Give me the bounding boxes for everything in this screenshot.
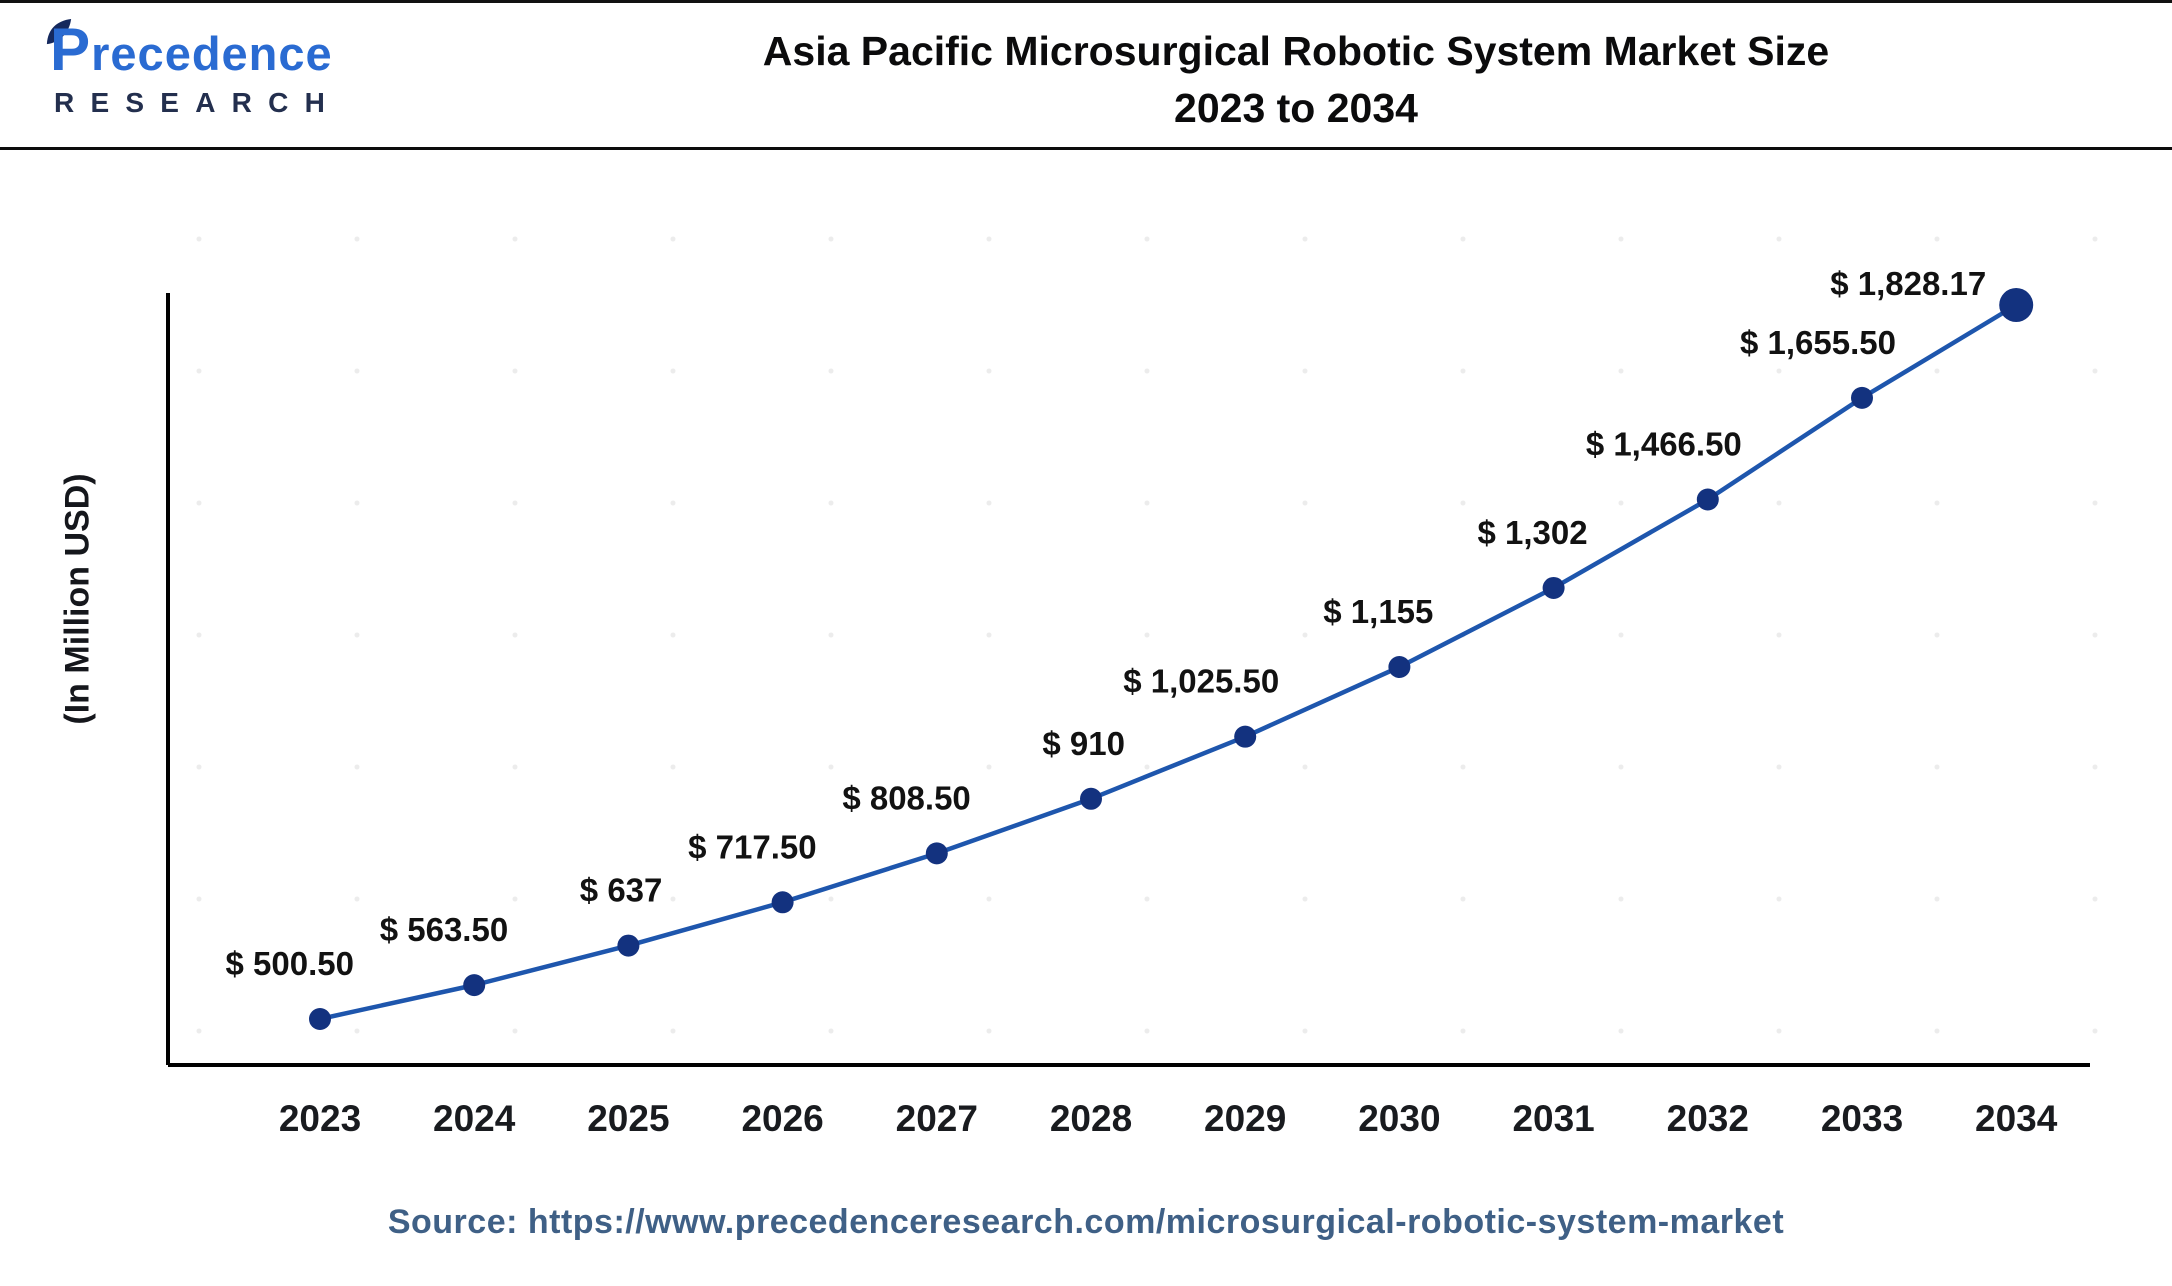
data-point-marker: [617, 934, 640, 957]
watermark-pattern: [120, 173, 2132, 1103]
x-tick-label: 2030: [1358, 1098, 1440, 1139]
data-point-label: $ 637: [580, 872, 663, 909]
data-point-label: $ 717.50: [688, 828, 816, 865]
data-point-marker: [1851, 386, 1873, 409]
x-tick-label: 2026: [741, 1098, 823, 1139]
page-title-line2: 2023 to 2034: [1174, 85, 1418, 132]
x-tick-label: 2031: [1512, 1098, 1594, 1139]
data-point-marker: [771, 891, 794, 914]
data-point-label: $ 1,655.50: [1740, 324, 1896, 361]
x-tick-label: 2033: [1821, 1098, 1903, 1139]
data-point-label: $ 1,828.17: [1830, 265, 1986, 302]
header: Precedence RESEARCH Asia Pacific Microsu…: [0, 3, 2172, 150]
data-point-marker: [1234, 725, 1257, 748]
x-tick-label: 2023: [279, 1098, 361, 1139]
logo-wordmark: Precedence: [50, 16, 333, 83]
page-title: Asia Pacific Microsurgical Robotic Syste…: [430, 23, 2162, 138]
x-tick-label: 2024: [433, 1098, 516, 1139]
footer: Source: https://www.precedenceresearch.c…: [0, 1203, 2172, 1242]
data-point-marker: [1542, 576, 1565, 599]
logo: Precedence RESEARCH: [44, 17, 464, 119]
data-point-marker: [1696, 488, 1719, 511]
data-point-marker: [925, 842, 948, 865]
data-point-label: $ 808.50: [842, 779, 970, 816]
data-point-label: $ 1,025.50: [1123, 663, 1279, 700]
data-point-marker: [1388, 656, 1411, 679]
chart-svg: $ 500.50 $ 563.50 $ 637 $ 717.50 $ 808.50 $ 9…: [166, 265, 2090, 1139]
data-point-marker: [309, 1008, 331, 1030]
x-tick-label: 2034: [1975, 1098, 2058, 1139]
data-point-label: $ 1,302: [1477, 514, 1587, 551]
data-point-marker: [1999, 288, 2034, 322]
x-tick-label: 2028: [1050, 1098, 1132, 1139]
data-point-label: $ 563.50: [380, 911, 508, 948]
chart-area: $ 500.50 $ 563.50 $ 637 $ 717.50 $ 808.50 $ 9…: [0, 153, 2172, 1163]
data-point-label: $ 500.50: [226, 945, 354, 982]
x-tick-label: 2032: [1667, 1098, 1749, 1139]
x-tick-label: 2027: [896, 1098, 978, 1139]
x-tick-label: 2029: [1204, 1098, 1286, 1139]
series-line: [317, 302, 2019, 1022]
page-title-line1: Asia Pacific Microsurgical Robotic Syste…: [762, 28, 1830, 74]
source-link[interactable]: Source: https://www.precedenceresearch.c…: [387, 1203, 1785, 1241]
data-point-label: $ 1,466.50: [1586, 426, 1742, 463]
data-point-marker: [463, 974, 486, 997]
data-point-label: $ 1,155: [1323, 593, 1433, 630]
x-tick-label: 2025: [587, 1098, 669, 1139]
data-point-marker: [1080, 787, 1102, 810]
logo-subtitle: RESEARCH: [54, 87, 342, 119]
data-point-label: $ 910: [1042, 725, 1125, 762]
